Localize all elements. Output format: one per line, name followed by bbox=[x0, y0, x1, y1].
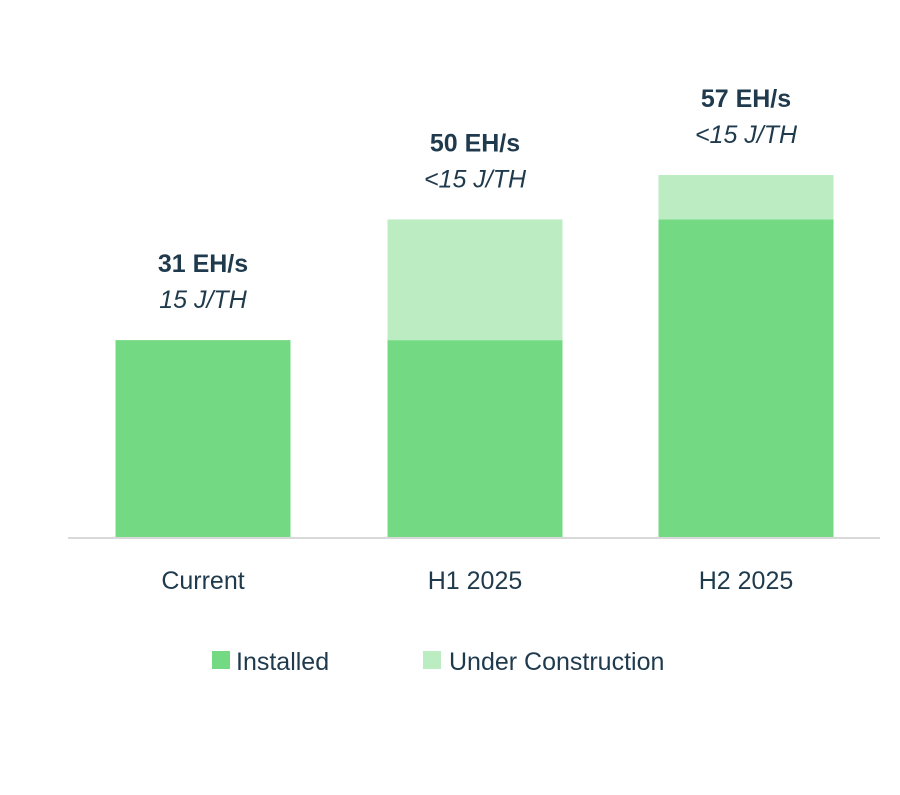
legend: Installed Under Construction bbox=[212, 648, 664, 676]
legend-label-1: Under Construction bbox=[449, 648, 664, 676]
category-label-0: Current bbox=[161, 567, 244, 595]
labels-layer: 31 EH/s 15 J/TH Current 50 EH/s <15 J/TH H1 2… bbox=[158, 85, 798, 595]
category-label-1: H1 2025 bbox=[428, 567, 523, 595]
bar-under-construction-1 bbox=[387, 219, 563, 341]
legend-swatch-1 bbox=[423, 651, 441, 669]
category-label-2: H2 2025 bbox=[699, 567, 794, 595]
efficiency-label-1: <15 J/TH bbox=[424, 165, 527, 193]
total-label-1: 50 EH/s bbox=[430, 129, 520, 157]
efficiency-label-2: <15 J/TH bbox=[695, 121, 798, 149]
legend-swatch-0 bbox=[212, 651, 230, 669]
efficiency-label-0: 15 J/TH bbox=[159, 286, 247, 314]
bar-under-construction-2 bbox=[658, 175, 834, 220]
bar-installed-0 bbox=[115, 340, 291, 537]
bar-installed-1 bbox=[387, 340, 563, 537]
legend-label-0: Installed bbox=[236, 648, 329, 676]
bar-installed-2 bbox=[658, 219, 834, 537]
total-label-0: 31 EH/s bbox=[158, 250, 248, 278]
total-label-2: 57 EH/s bbox=[701, 85, 791, 113]
bars-layer bbox=[115, 175, 834, 537]
